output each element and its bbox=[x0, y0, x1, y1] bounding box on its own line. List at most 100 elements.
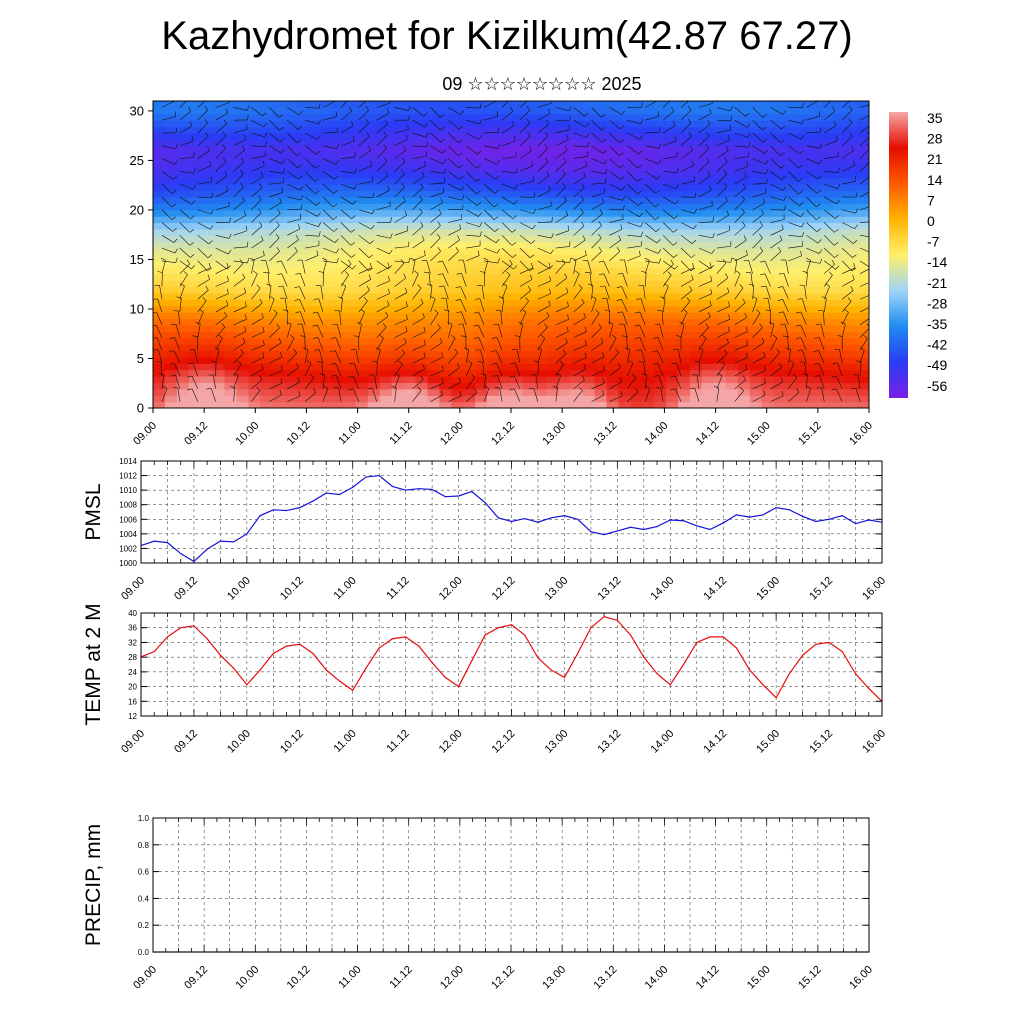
x-tick-label: 10.00 bbox=[233, 420, 261, 448]
heatmap-cell bbox=[857, 280, 869, 288]
heatmap-cell bbox=[188, 344, 202, 352]
heatmap-cell bbox=[701, 126, 715, 134]
heatmap-cell bbox=[475, 376, 488, 384]
wind-barb-flag bbox=[828, 271, 833, 276]
heatmap-cell bbox=[188, 216, 202, 224]
heatmap-cell bbox=[797, 196, 810, 204]
heatmap-cell bbox=[415, 350, 429, 358]
wind-barb bbox=[478, 337, 485, 351]
wind-barb bbox=[322, 235, 336, 244]
heatmap-cell bbox=[761, 388, 775, 396]
heatmap-cell bbox=[606, 203, 619, 211]
heatmap-cell bbox=[654, 209, 667, 217]
wind-barb-flag bbox=[566, 287, 569, 293]
heatmap-cell bbox=[582, 344, 596, 352]
heatmap-cell bbox=[845, 254, 858, 262]
heatmap-cell bbox=[379, 248, 393, 256]
wind-barb bbox=[287, 171, 299, 180]
wind-barb-flag bbox=[598, 323, 602, 328]
heatmap-cell bbox=[773, 120, 787, 128]
heatmap-cell bbox=[236, 267, 250, 275]
heatmap-cell bbox=[666, 216, 679, 224]
heatmap-cell bbox=[391, 222, 405, 230]
wind-barb-flag bbox=[690, 145, 693, 151]
heatmap-cell bbox=[236, 401, 250, 408]
wind-barb bbox=[340, 260, 353, 270]
heatmap-cell bbox=[200, 216, 214, 224]
heatmap-cell bbox=[809, 260, 822, 268]
wind-barb bbox=[304, 145, 317, 155]
wind-barb-flag bbox=[780, 377, 784, 383]
wind-barb-flag bbox=[780, 139, 785, 144]
heatmap-cell bbox=[308, 356, 321, 364]
wind-barb bbox=[841, 122, 853, 134]
heatmap-cell bbox=[308, 235, 321, 243]
heatmap-cell bbox=[415, 254, 429, 262]
heatmap-cell bbox=[857, 401, 869, 408]
heatmap-cell bbox=[212, 184, 226, 192]
wind-barb-flag bbox=[367, 94, 370, 98]
wind-barb-flag bbox=[401, 157, 406, 162]
wind-barb-flag bbox=[295, 235, 299, 240]
heatmap-cell bbox=[188, 107, 202, 115]
wind-barb-flag bbox=[834, 254, 839, 258]
wind-barb-flag bbox=[247, 258, 250, 264]
wind-barb-flag bbox=[169, 337, 175, 339]
wind-barb bbox=[734, 132, 749, 138]
wind-barb-flag bbox=[456, 311, 462, 313]
heatmap-cell bbox=[558, 344, 572, 352]
wind-barb-flag bbox=[315, 201, 321, 206]
wind-barb bbox=[537, 124, 550, 134]
heatmap-cell bbox=[606, 209, 619, 217]
heatmap-cell bbox=[594, 126, 608, 134]
heatmap-cell bbox=[224, 235, 238, 243]
heatmap-cell bbox=[487, 312, 500, 320]
wind-barb bbox=[197, 267, 211, 274]
wind-barb bbox=[591, 182, 606, 185]
heatmap-cell bbox=[296, 318, 309, 326]
heatmap-cell bbox=[654, 369, 667, 377]
heatmap-cell bbox=[236, 216, 250, 224]
wind-barb bbox=[573, 368, 586, 377]
heatmap-cell bbox=[153, 286, 166, 294]
heatmap-cell bbox=[224, 337, 238, 345]
heatmap-cell bbox=[570, 164, 584, 172]
colorbar-label: 35 bbox=[927, 110, 943, 126]
wind-barb-flag bbox=[224, 311, 228, 317]
heatmap-cell bbox=[415, 216, 429, 224]
heatmap-cell bbox=[308, 363, 321, 371]
wind-barb-flag bbox=[335, 160, 339, 165]
wind-barb bbox=[591, 327, 602, 338]
wind-barb bbox=[478, 311, 485, 325]
heatmap-cell bbox=[343, 203, 357, 211]
wind-barb bbox=[501, 101, 509, 108]
heatmap-cell bbox=[522, 171, 536, 179]
heatmap-cell bbox=[272, 152, 285, 160]
heatmap-cell bbox=[690, 126, 703, 134]
wind-barb bbox=[483, 235, 497, 244]
heatmap-cell bbox=[522, 228, 536, 236]
heatmap-cell bbox=[534, 177, 548, 185]
heatmap-cell bbox=[630, 344, 643, 352]
heatmap-cell bbox=[678, 107, 691, 115]
wind-barb-flag bbox=[296, 139, 302, 144]
wind-barb bbox=[734, 212, 745, 223]
heatmap-cell bbox=[260, 337, 273, 345]
heatmap-cell bbox=[857, 113, 869, 121]
wind-barb-flag bbox=[211, 192, 214, 198]
heatmap-cell bbox=[654, 395, 667, 403]
wind-barb-flag bbox=[600, 285, 606, 288]
wind-barb bbox=[662, 235, 674, 246]
wind-barb bbox=[340, 125, 354, 134]
wind-barb-flag bbox=[279, 126, 284, 131]
heatmap-cell bbox=[809, 280, 822, 288]
wind-barb-flag bbox=[801, 118, 805, 124]
wind-barb-flag bbox=[153, 337, 157, 339]
wind-barb bbox=[352, 388, 360, 402]
heatmap-cell bbox=[391, 132, 405, 140]
wind-barb bbox=[627, 196, 639, 206]
wind-barb-flag bbox=[656, 96, 658, 101]
wind-barb bbox=[376, 316, 389, 326]
wind-barb-flag bbox=[459, 391, 462, 397]
heatmap-cell bbox=[606, 164, 619, 172]
